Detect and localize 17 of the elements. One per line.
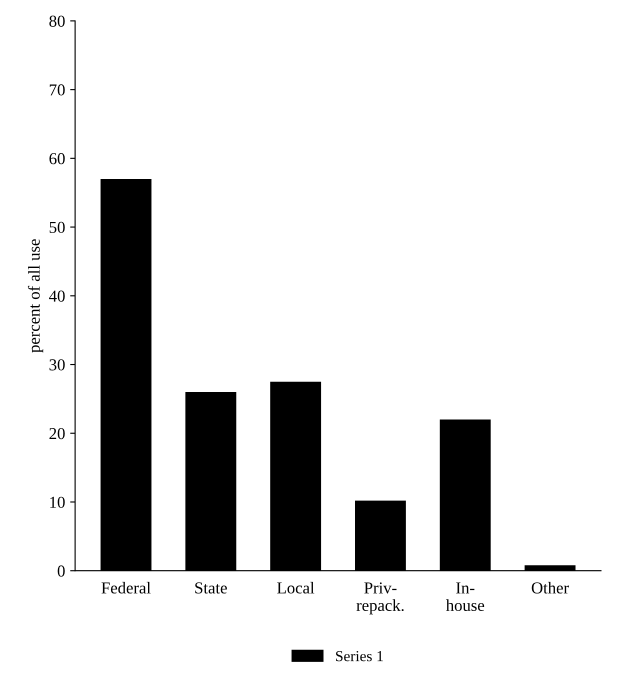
y-tick-label: 10 — [50, 496, 65, 508]
x-tick-label: Federal — [102, 582, 151, 594]
legend-label: Series 1 — [336, 651, 383, 662]
x-tick-label: In- house — [446, 582, 484, 611]
x-tick-label: Other — [532, 582, 569, 594]
x-tick-label: State — [195, 582, 227, 594]
y-tick-label: 40 — [49, 290, 65, 302]
y-axis-title: percent of all use — [28, 239, 44, 353]
y-tick-label: 50 — [50, 222, 65, 234]
y-tick-label: 0 — [58, 565, 65, 577]
x-tick-label: Local — [277, 582, 314, 594]
y-tick-label: 30 — [50, 359, 65, 370]
y-tick-label: 70 — [50, 84, 65, 96]
y-tick-label: 60 — [49, 153, 65, 164]
y-tick-label: 20 — [49, 428, 65, 440]
x-tick-label: Priv- repack. — [356, 582, 404, 614]
y-tick-label: 80 — [49, 16, 65, 27]
